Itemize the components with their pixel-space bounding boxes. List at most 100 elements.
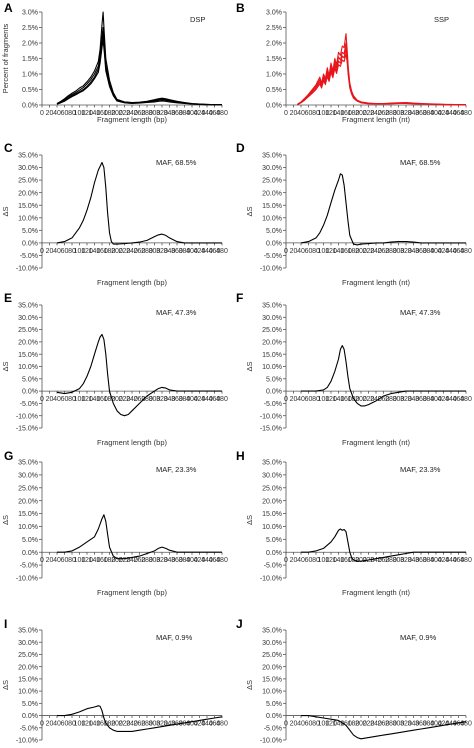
panel-i-ytick-label: 0.0% — [22, 713, 38, 720]
panel-d-ytick-label: -5.0% — [264, 253, 282, 260]
panel-d-xtick-label: 180 — [348, 248, 360, 255]
panel-h-xtick-label: 480 — [460, 557, 472, 564]
panel-f-xtick-label: 220 — [363, 396, 375, 403]
panel-h-xtick-label: 80 — [312, 557, 320, 564]
panel-e-xtick-label: 0 — [40, 396, 44, 403]
panel-b-xtick-label: 120 — [325, 110, 337, 117]
panel-h-ytick-label: 20.0% — [262, 498, 282, 505]
panel-c-xtick-label: 400 — [186, 248, 198, 255]
panel-i-ytick-label: -5.0% — [20, 725, 38, 732]
panel-i-xtick-label: 180 — [104, 721, 116, 728]
panel-f-ytick-label: -15.0% — [260, 426, 282, 433]
panel-g-ytick-label: 15.0% — [18, 511, 38, 518]
panel-i-xtick-label: 120 — [81, 721, 93, 728]
panel-c-ytick-label: 15.0% — [18, 203, 38, 210]
panel-g-xtick-label: 480 — [216, 557, 228, 564]
panel-e-ytick-label: 35.0% — [18, 303, 38, 310]
panel-e-xtick-label: 440 — [201, 396, 213, 403]
panel-e-x-axis-title: Fragment length (bp) — [97, 438, 168, 447]
panel-h-letter: H — [236, 449, 245, 463]
panel-h-xtick-label: 40 — [297, 557, 305, 564]
panel-a-annotation: DSP — [190, 15, 205, 24]
panel-i-ytick-label: 15.0% — [18, 676, 38, 683]
panel-g-ytick-label: -10.0% — [16, 576, 38, 583]
panel-j-ytick-label: 30.0% — [262, 640, 282, 647]
panel-i-xtick-label: 340 — [164, 721, 176, 728]
panel-g-xtick-label: 280 — [141, 557, 153, 564]
panel-a-ytick-label: 1.0% — [22, 72, 38, 79]
panel-f-xtick-label: 360 — [415, 396, 427, 403]
panel-j-xtick-label: 380 — [423, 721, 435, 728]
panel-i-y-axis-title: ΔS — [1, 680, 10, 690]
panel-b-xtick-label: 420 — [438, 110, 450, 117]
panel-c-xtick-label: 120 — [81, 248, 93, 255]
panel-a-letter: A — [4, 1, 13, 15]
panel-j-xtick-label: 420 — [438, 721, 450, 728]
panel-d-xtick-label: 320 — [400, 248, 412, 255]
panel-e-xtick-label: 200 — [111, 396, 123, 403]
panel-h-xtick-label: 420 — [438, 557, 450, 564]
panel-b-ytick-label: 1.5% — [266, 56, 282, 63]
panel-j-ytick-label: 15.0% — [262, 676, 282, 683]
panel-c-xtick-label: 160 — [96, 248, 108, 255]
panel-c-xtick-label: 480 — [216, 248, 228, 255]
panel-b-xtick-label: 380 — [423, 110, 435, 117]
panel-j-xtick-label: 0 — [284, 721, 288, 728]
panel-j-ytick-label: 25.0% — [262, 652, 282, 659]
panel-e-ytick-label: 25.0% — [18, 327, 38, 334]
panel-b-xtick-label: 280 — [385, 110, 397, 117]
panel-j-xtick-label: 280 — [385, 721, 397, 728]
panel-c-ytick-label: -5.0% — [20, 253, 38, 260]
panel-j-xtick-label: 120 — [325, 721, 337, 728]
panel-b-ytick-label: 2.5% — [266, 25, 282, 32]
panel-b-annotation: SSP — [434, 15, 449, 24]
panel-b-xtick-label: 140 — [333, 110, 345, 117]
panel-b-ytick-label: 0.5% — [266, 87, 282, 94]
panel-g-ytick-label: 35.0% — [18, 460, 38, 467]
panel-g-ytick-label: 20.0% — [18, 498, 38, 505]
panel-h-annotation: MAF, 23.3% — [400, 465, 441, 474]
panel-b-xtick-label: 240 — [370, 110, 382, 117]
panel-b-letter: B — [236, 1, 245, 15]
panel-e-y-axis-title: ΔS — [1, 361, 10, 371]
panel-f-ytick-label: 0.0% — [266, 389, 282, 396]
panel-f-xtick-label: 420 — [438, 396, 450, 403]
panel-h-ytick-label: 0.0% — [266, 550, 282, 557]
panel-h-xtick-label: 20 — [290, 557, 298, 564]
panel-g-xtick-label: 20 — [46, 557, 54, 564]
panel-e-xtick-label: 60 — [61, 396, 69, 403]
panel-h-ytick-label: 25.0% — [262, 485, 282, 492]
panel-e-xtick-label: 40 — [53, 396, 61, 403]
panel-d-xtick-label: 260 — [378, 248, 390, 255]
panel-g-x-axis-title: Fragment length (bp) — [97, 588, 168, 597]
panel-c-xtick-label: 460 — [209, 248, 221, 255]
panel-b-xtick-label: 460 — [453, 110, 465, 117]
panel-i-xtick-label: 20 — [46, 721, 54, 728]
panel-h-ytick-label: 10.0% — [262, 524, 282, 531]
panel-c-xtick-label: 320 — [156, 248, 168, 255]
panel-b-ytick-label: 0.0% — [266, 103, 282, 110]
panel-g-xtick-label: 160 — [96, 557, 108, 564]
panel-c-ytick-label: 10.0% — [18, 215, 38, 222]
panel-e-xtick-label: 460 — [209, 396, 221, 403]
panel-a-xtick-label: 480 — [216, 110, 228, 117]
panel-g-xtick-label: 200 — [111, 557, 123, 564]
panel-f-xtick-label: 380 — [423, 396, 435, 403]
panel-g-xtick-label: 40 — [53, 557, 61, 564]
panel-d-xtick-label: 40 — [297, 248, 305, 255]
panel-c-xtick-label: 100 — [74, 248, 86, 255]
panel-c-ytick-label: -10.0% — [16, 266, 38, 273]
panel-e-xtick-label: 260 — [134, 396, 146, 403]
panel-j-xtick-label: 260 — [378, 721, 390, 728]
panel-a-xtick-label: 280 — [141, 110, 153, 117]
panel-h-xtick-label: 340 — [408, 557, 420, 564]
panel-c-xtick-label: 220 — [119, 248, 131, 255]
panel-g-xtick-label: 320 — [156, 557, 168, 564]
panel-j-xtick-label: 160 — [340, 721, 352, 728]
panel-e-ytick-label: -5.0% — [20, 401, 38, 408]
panel-a-xtick-label: 440 — [201, 110, 213, 117]
panel-h-xtick-label: 280 — [385, 557, 397, 564]
panel-f-xtick-label: 260 — [378, 396, 390, 403]
panel-f-xtick-label: 200 — [355, 396, 367, 403]
panel-j-xtick-label: 460 — [453, 721, 465, 728]
